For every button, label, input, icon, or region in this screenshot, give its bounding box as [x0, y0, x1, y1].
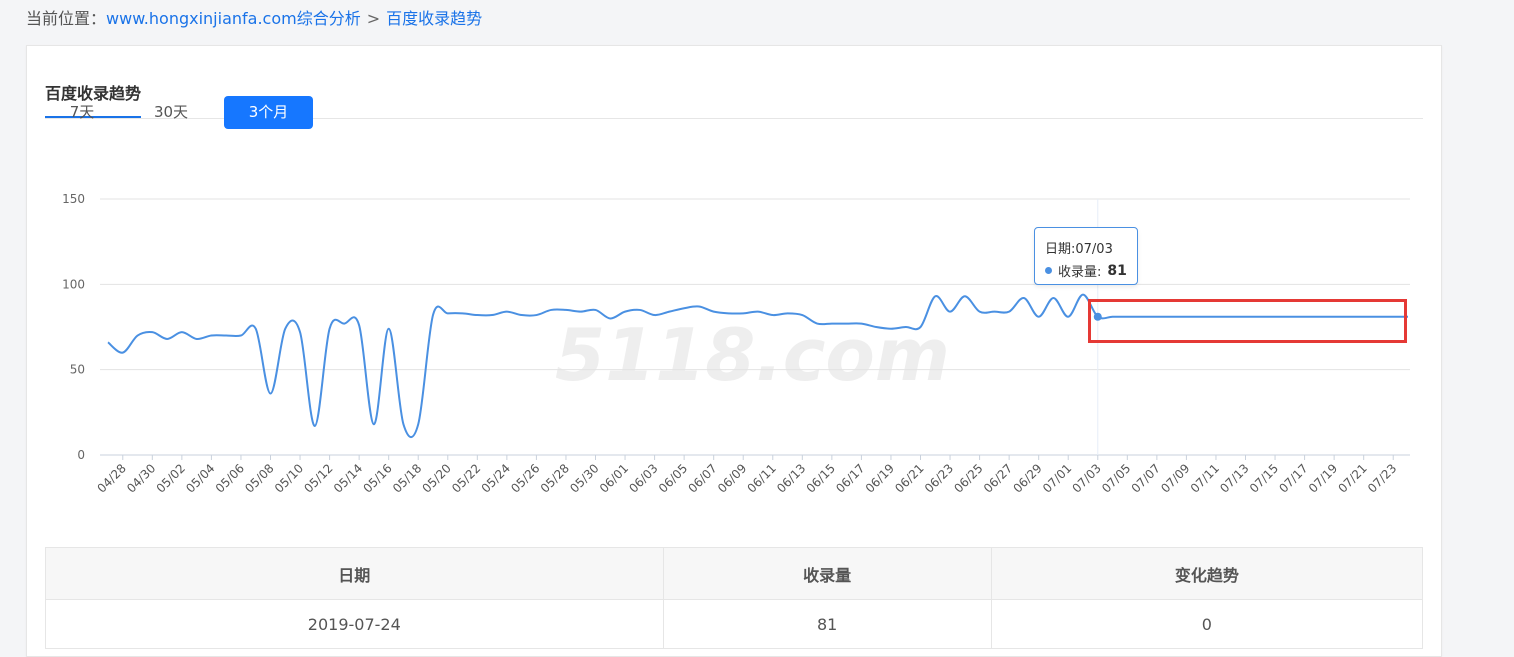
table-cell-date: 2019-07-24 [45, 599, 664, 649]
x-tick-label: 06/29 [1010, 461, 1044, 495]
x-tick-label: 07/03 [1070, 461, 1104, 495]
breadcrumb: 当前位置：www.hongxinjianfa.com综合分析 > 百度收录趋势 [26, 5, 482, 29]
x-tick-label: 07/11 [1188, 461, 1222, 495]
index-data-table: 日期 收录量 变化趋势 2019-07-24 81 0 [45, 547, 1424, 649]
table-header-date: 日期 [45, 547, 664, 600]
x-tick-label: 06/05 [656, 461, 690, 495]
y-tick-label: 50 [70, 363, 85, 377]
tooltip-date: 日期:07/03 [1045, 242, 1113, 257]
tooltip-value: 81 [1107, 262, 1127, 279]
breadcrumb-separator: > [366, 9, 381, 28]
range-button-3m[interactable]: 3个月 [224, 96, 313, 129]
tooltip-series-dot-icon [1045, 267, 1052, 274]
hover-data-point [1093, 312, 1102, 321]
x-tick-label: 05/12 [301, 461, 335, 495]
x-tick-label: 06/07 [685, 461, 719, 495]
x-tick-label: 06/09 [715, 461, 749, 495]
x-tick-label: 06/13 [774, 461, 808, 495]
x-tick-label: 05/04 [183, 461, 217, 495]
y-tick-label: 0 [77, 448, 85, 462]
tooltip-series-label: 收录量: [1058, 265, 1102, 280]
range-button-7d[interactable]: 7天 [69, 103, 95, 121]
x-tick-label: 05/20 [420, 461, 454, 495]
chart-watermark: 5118.com [555, 313, 950, 397]
x-tick-label: 05/18 [390, 461, 424, 495]
breadcrumb-site-link[interactable]: www.hongxinjianfa.com综合分析 [106, 9, 361, 28]
x-tick-label: 05/26 [508, 461, 542, 495]
table-header-trend: 变化趋势 [990, 547, 1424, 600]
x-tick-label: 06/19 [863, 461, 897, 495]
table-header-count: 收录量 [662, 547, 992, 600]
x-tick-label: 06/21 [892, 461, 926, 495]
section-title-tab[interactable]: 百度收录趋势 [45, 80, 142, 118]
x-tick-label: 06/15 [804, 461, 838, 495]
x-tick-label: 05/08 [242, 461, 276, 495]
table-header-row: 日期 收录量 变化趋势 [45, 547, 1424, 600]
x-tick-label: 06/03 [626, 461, 660, 495]
baidu-index-trend-chart: 5118.com05010015004/2804/3005/0205/0405/… [62, 192, 1410, 496]
table-cell-trend: 0 [990, 599, 1424, 649]
x-tick-label: 06/17 [833, 461, 867, 495]
x-tick-label: 06/11 [745, 461, 779, 495]
x-tick-label: 07/09 [1158, 461, 1192, 495]
x-tick-label: 07/21 [1335, 461, 1369, 495]
chart-tooltip: 日期:07/03 收录量: 81 [1034, 227, 1138, 285]
x-tick-label: 05/10 [272, 461, 306, 495]
x-tick-label: 07/01 [1040, 461, 1074, 495]
table-cell-count: 81 [662, 599, 992, 649]
y-tick-label: 100 [62, 277, 85, 291]
x-tick-label: 07/13 [1217, 461, 1251, 495]
breadcrumb-current-link[interactable]: 百度收录趋势 [386, 9, 483, 28]
breadcrumb-prefix: 当前位置： [26, 9, 107, 28]
x-tick-label: 05/14 [331, 461, 365, 495]
highlight-annotation-box [1088, 299, 1407, 343]
x-tick-label: 05/22 [449, 461, 483, 495]
x-tick-label: 07/17 [1276, 461, 1310, 495]
x-tick-label: 05/30 [567, 461, 601, 495]
x-tick-label: 07/07 [1129, 461, 1163, 495]
x-tick-label: 06/01 [597, 461, 631, 495]
x-tick-label: 04/28 [95, 461, 129, 495]
x-tick-label: 06/25 [951, 461, 985, 495]
series-line [107, 293, 1408, 439]
y-tick-label: 150 [62, 192, 85, 206]
x-tick-label: 07/15 [1247, 461, 1281, 495]
x-tick-label: 05/16 [360, 461, 394, 495]
x-tick-label: 07/05 [1099, 461, 1133, 495]
range-button-30d[interactable]: 30天 [153, 103, 189, 121]
section-tab-header: 百度收录趋势 [45, 80, 1423, 119]
table-row: 2019-07-24 81 0 [45, 599, 1424, 649]
x-tick-label: 07/23 [1365, 461, 1399, 495]
x-tick-label: 06/27 [981, 461, 1015, 495]
x-tick-label: 06/23 [922, 461, 956, 495]
x-tick-label: 05/06 [213, 461, 247, 495]
x-tick-label: 07/19 [1306, 461, 1340, 495]
x-tick-label: 05/02 [154, 461, 188, 495]
x-tick-label: 05/24 [479, 461, 513, 495]
x-tick-label: 05/28 [538, 461, 572, 495]
x-tick-label: 04/30 [124, 461, 158, 495]
